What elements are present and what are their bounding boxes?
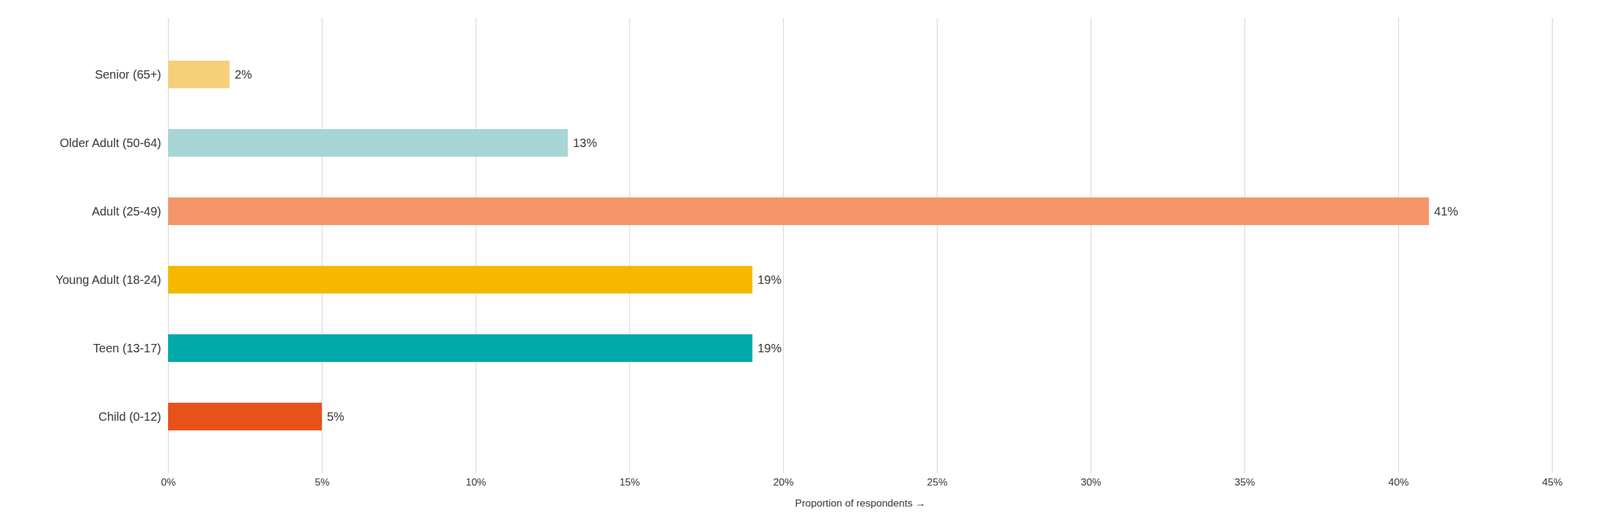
svg-text:30%: 30% [1080,476,1102,488]
svg-text:Proportion of respondents →: Proportion of respondents → [795,497,926,509]
svg-text:5%: 5% [314,476,330,488]
svg-text:Older Adult (50-64): Older Adult (50-64) [60,136,162,150]
svg-text:19%: 19% [757,273,782,287]
svg-text:Young Adult (18-24): Young Adult (18-24) [55,273,161,287]
svg-text:2%: 2% [234,67,253,82]
svg-text:19%: 19% [757,341,782,355]
svg-text:5%: 5% [327,409,345,424]
svg-text:35%: 35% [1234,476,1255,488]
svg-text:20%: 20% [772,476,794,488]
svg-text:13%: 13% [573,136,598,150]
svg-text:Senior (65+): Senior (65+) [94,67,162,82]
svg-text:Adult (25-49): Adult (25-49) [91,204,162,218]
svg-text:45%: 45% [1541,476,1563,488]
svg-text:25%: 25% [927,476,948,488]
svg-text:40%: 40% [1388,476,1409,488]
svg-text:10%: 10% [465,476,487,488]
svg-text:Teen (13-17): Teen (13-17) [93,341,161,355]
svg-text:15%: 15% [619,476,640,488]
svg-text:0%: 0% [160,476,176,488]
svg-text:41%: 41% [1434,204,1459,218]
svg-text:Child (0-12): Child (0-12) [98,409,161,424]
